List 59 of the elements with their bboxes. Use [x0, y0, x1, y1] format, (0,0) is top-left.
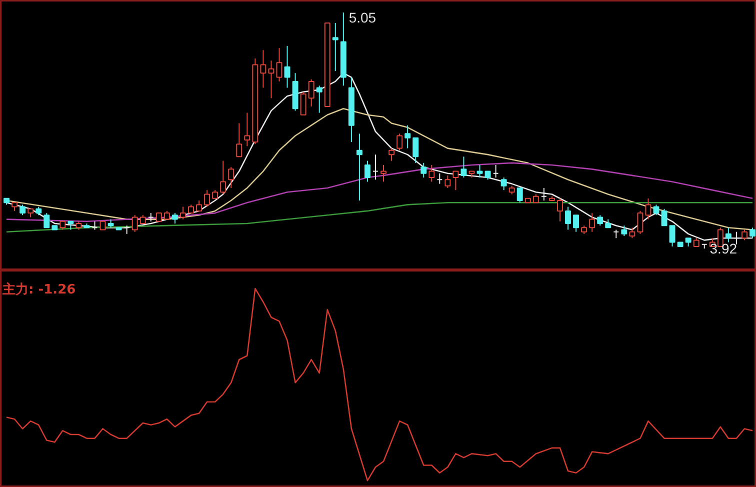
candlestick [653, 204, 660, 216]
candlestick [556, 198, 563, 222]
candlestick [412, 137, 419, 164]
candlestick [637, 210, 644, 234]
candlestick [316, 85, 322, 114]
candlestick [492, 164, 499, 178]
candlestick [372, 154, 378, 180]
candlestick [196, 200, 202, 212]
candlestick [44, 212, 50, 228]
candlestick [460, 156, 467, 178]
candlestick [589, 212, 596, 232]
candlestick [220, 160, 226, 195]
candlestick [750, 227, 756, 239]
candlestick [396, 133, 403, 151]
annotation: 5.05 [348, 10, 376, 26]
candlestick [404, 124, 411, 149]
candlestick [132, 214, 138, 232]
candlestick [148, 212, 154, 222]
candlestick [380, 164, 386, 182]
annotation: 3.92 [710, 240, 738, 257]
candlestick [516, 187, 523, 204]
candlestick [669, 225, 676, 247]
candlestick [20, 204, 26, 216]
candlestick [332, 22, 338, 72]
candlestick [284, 45, 290, 88]
candlestick [228, 166, 234, 188]
candlestick [300, 91, 306, 116]
candlestick [268, 60, 274, 99]
candlestick [428, 164, 435, 182]
candlestick [172, 212, 178, 224]
candlestick [356, 133, 362, 202]
candlestick [573, 214, 580, 232]
candlestick [204, 190, 210, 208]
candlestick [276, 48, 282, 82]
candlestick [452, 170, 459, 191]
candlestick [661, 208, 668, 226]
candlestick [308, 78, 314, 108]
candlestick [436, 172, 443, 184]
candlestick [565, 206, 571, 230]
candlestick [92, 220, 98, 230]
candlestick [621, 225, 628, 237]
candlestick [597, 214, 604, 226]
candlestick [244, 112, 250, 147]
candlestick [540, 187, 547, 202]
candlestick [364, 160, 370, 182]
candlestick [180, 206, 186, 220]
candlestick [260, 50, 266, 88]
candlestick [725, 227, 732, 243]
candlestick [645, 198, 652, 220]
candlestick [741, 229, 748, 241]
candlestick [629, 227, 636, 239]
candlestick [124, 225, 130, 234]
candlestick [420, 162, 427, 178]
candlestick [444, 174, 451, 188]
candlestick [236, 122, 242, 158]
candlestick [500, 177, 507, 191]
candlestick [476, 164, 483, 178]
candlestick [388, 148, 395, 162]
chart-title: 主力: -1.26 [2, 282, 76, 298]
